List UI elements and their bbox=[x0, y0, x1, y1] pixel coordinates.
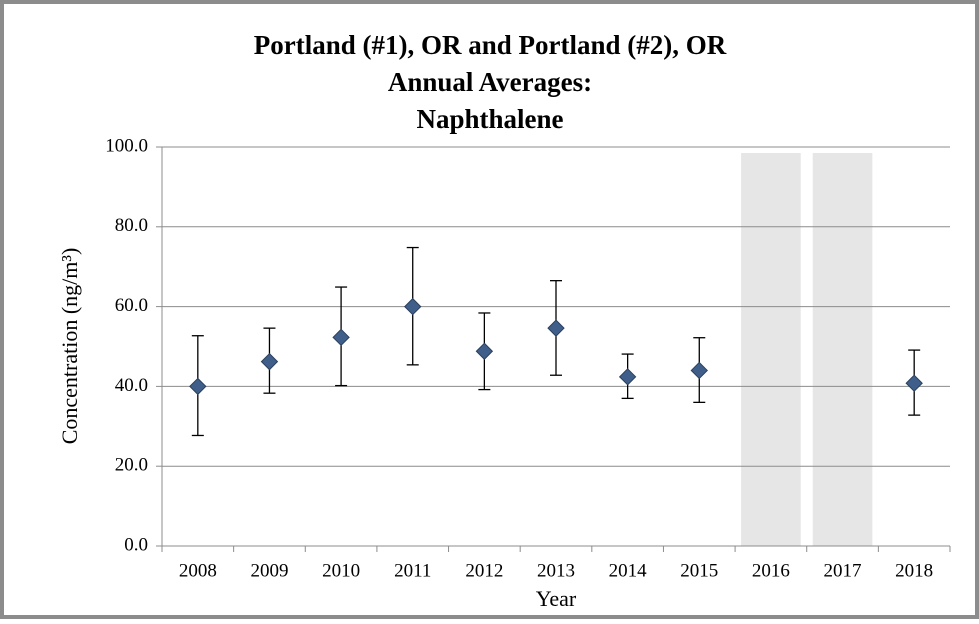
marker bbox=[905, 374, 923, 392]
x-tick-label: 2016 bbox=[752, 560, 790, 581]
x-tick-label: 2012 bbox=[465, 560, 503, 581]
marker bbox=[690, 361, 708, 380]
marker bbox=[404, 297, 422, 316]
x-tick-label: 2011 bbox=[394, 560, 431, 581]
marker bbox=[332, 328, 350, 347]
chart-title: Portland (#1), OR and Portland (#2), OR bbox=[254, 30, 727, 60]
x-tick-label: 2008 bbox=[179, 560, 217, 581]
marker bbox=[189, 377, 207, 396]
x-tick-label: 2010 bbox=[322, 560, 360, 581]
marker bbox=[260, 352, 279, 371]
y-tick-label: 0.0 bbox=[124, 534, 148, 555]
x-tick-label: 2017 bbox=[824, 560, 862, 581]
marker bbox=[618, 368, 637, 386]
chart-title: Naphthalene bbox=[416, 104, 563, 134]
y-tick-label: 80.0 bbox=[115, 215, 148, 236]
x-tick-label: 2013 bbox=[537, 560, 575, 581]
y-tick-label: 60.0 bbox=[115, 295, 148, 316]
x-tick-label: 2015 bbox=[680, 560, 718, 581]
y-tick-label: 40.0 bbox=[115, 375, 148, 396]
x-tick-label: 2009 bbox=[250, 560, 288, 581]
marker bbox=[547, 319, 565, 337]
y-tick-label: 20.0 bbox=[115, 455, 148, 476]
no-data-band bbox=[812, 153, 873, 546]
no-data-band bbox=[741, 153, 801, 546]
x-tick-label: 2014 bbox=[609, 560, 648, 581]
x-tick-label: 2018 bbox=[895, 560, 933, 581]
marker bbox=[475, 342, 494, 360]
y-tick-label: 100.0 bbox=[105, 135, 148, 156]
y-axis-label: Concentration (ng/m³) bbox=[57, 248, 82, 445]
chart-title: Annual Averages: bbox=[388, 67, 592, 97]
x-axis-label: Year bbox=[536, 586, 577, 611]
